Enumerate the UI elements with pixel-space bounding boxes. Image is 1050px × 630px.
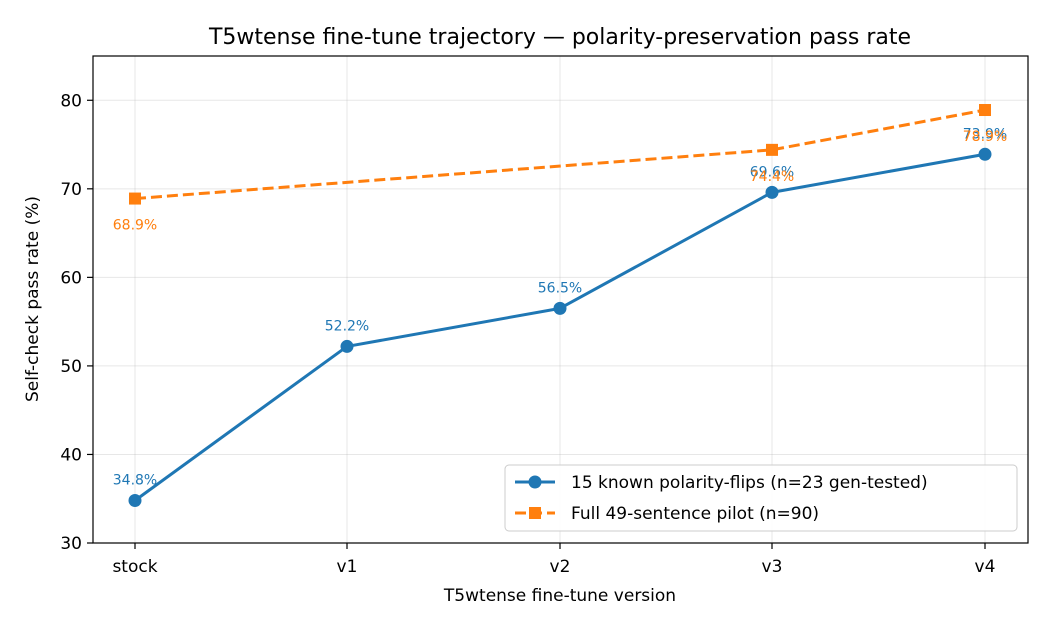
legend-marker (528, 475, 542, 489)
data-point-marker (553, 301, 567, 315)
x-tick-label: v3 (762, 557, 783, 577)
data-label: 34.8% (113, 472, 157, 488)
legend-entry: 15 known polarity-flips (n=23 gen-tested… (515, 473, 928, 493)
data-point-marker (766, 143, 778, 156)
y-tick-label: 30 (60, 534, 82, 554)
data-label: 68.9% (113, 218, 157, 234)
data-point-marker (129, 192, 141, 205)
y-tick-label: 50 (60, 357, 82, 377)
y-tick-label: 80 (60, 91, 82, 111)
plot-frame (92, 55, 1029, 544)
legend-marker (529, 507, 541, 519)
axis-ticks: stock v1 v2 v3 v4 30 40 50 60 70 80 (60, 91, 995, 577)
data-point-marker (978, 147, 992, 161)
data-label: 69.6% (750, 164, 794, 180)
data-point-marker (340, 339, 354, 353)
x-tick-label: v1 (337, 557, 358, 577)
data-label: 74.4% (750, 169, 794, 185)
data-label: 52.2% (325, 318, 369, 334)
data-label: 73.9% (963, 126, 1007, 142)
y-tick-label: 60 (60, 268, 82, 288)
legend-box (504, 464, 1018, 532)
x-tick-label: v2 (550, 557, 571, 577)
data-point-marker (765, 185, 779, 199)
data-label: 56.5% (538, 280, 582, 296)
legend: 15 known polarity-flips (n=23 gen-tested… (504, 464, 1018, 532)
x-axis-label: T5wtense fine-tune version (443, 586, 676, 606)
chart-title: T5wtense fine-tune trajectory — polarity… (208, 25, 911, 50)
series-2: 68.9% 74.4% 78.9% (113, 104, 1007, 234)
series-layer: 34.8% 52.2% 56.5% 69.6% 73.9% 68.9% 74.4% 78.9% (113, 104, 1007, 507)
y-axis-label: Self-check pass rate (%) (23, 196, 43, 402)
data-point-marker (128, 493, 142, 507)
series-1: 34.8% 52.2% 56.5% 69.6% 73.9% (113, 126, 1007, 507)
data-label: 78.9% (963, 129, 1007, 145)
legend-label: 15 known polarity-flips (n=23 gen-tested… (571, 473, 928, 493)
y-tick-label: 70 (60, 180, 82, 200)
legend-label: Full 49-sentence pilot (n=90) (571, 504, 819, 524)
x-tick-label: v4 (975, 557, 996, 577)
legend-entry: Full 49-sentence pilot (n=90) (515, 504, 819, 524)
x-tick-label: stock (112, 557, 157, 577)
data-point-marker (979, 104, 991, 117)
series-line (134, 108, 986, 201)
y-tick-label: 40 (60, 445, 82, 465)
